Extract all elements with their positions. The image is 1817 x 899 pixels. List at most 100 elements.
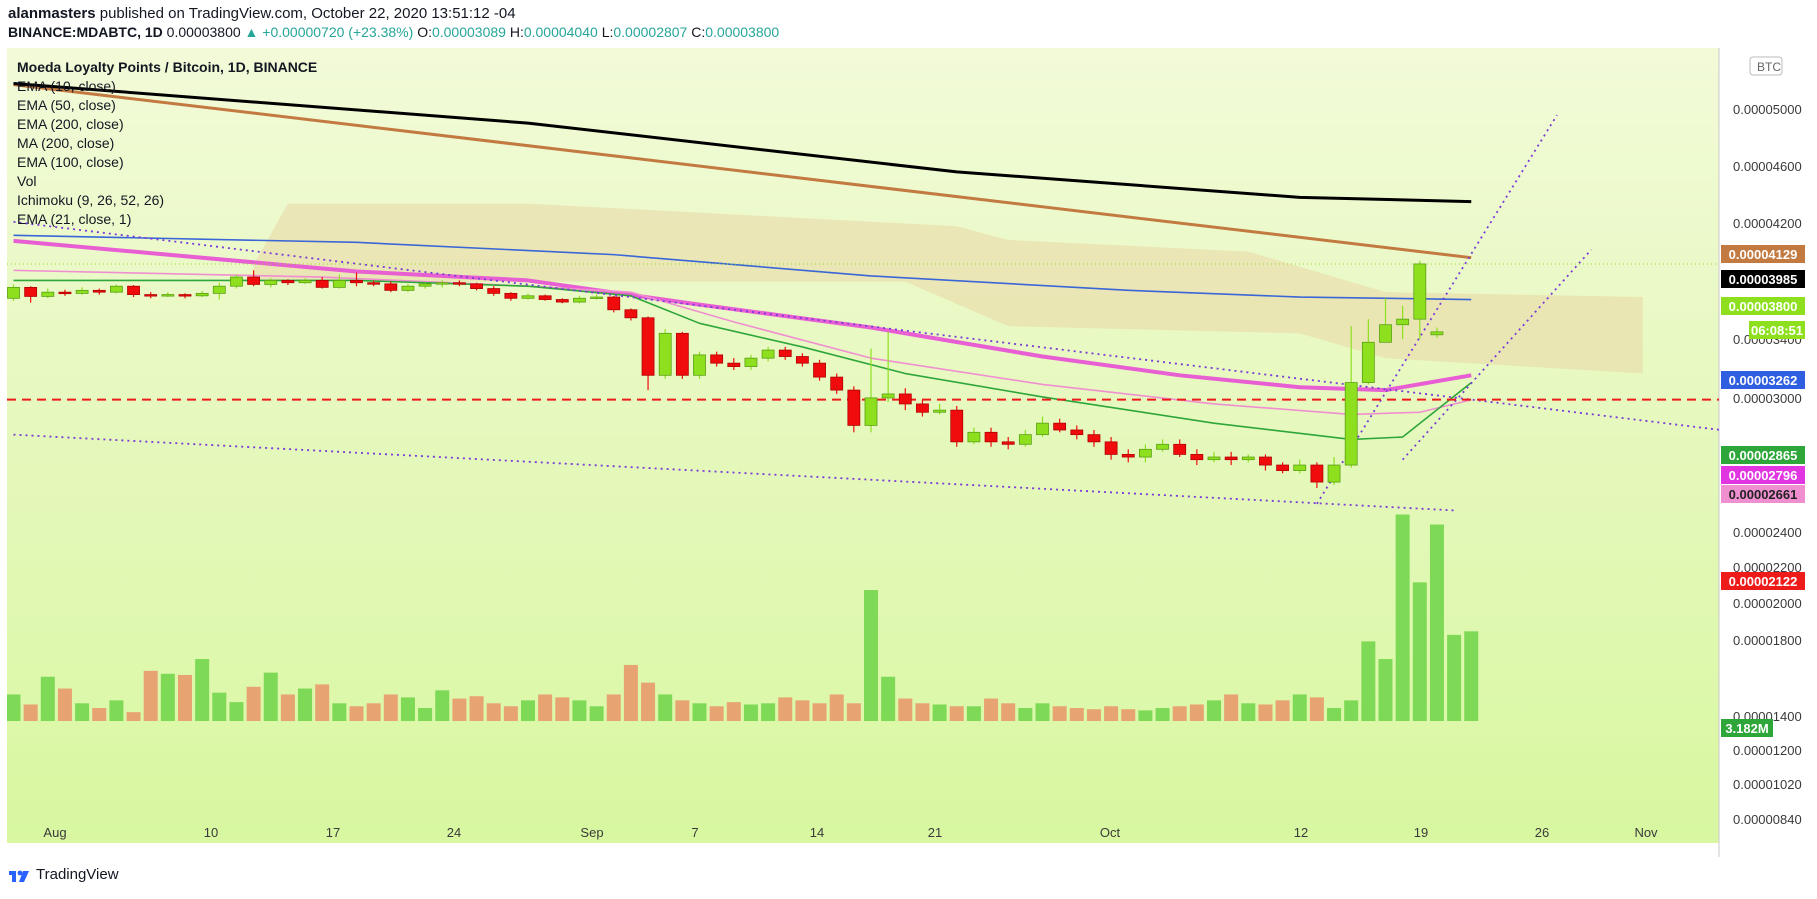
candle-body	[761, 349, 775, 359]
volume-bar	[1121, 709, 1136, 721]
time-tick-label: 12	[1294, 825, 1308, 840]
candle-body	[1121, 454, 1135, 458]
volume-bar	[1052, 706, 1067, 721]
volume-bar	[349, 706, 364, 721]
last-price: 0.00003800	[166, 24, 241, 40]
volume-bar	[1447, 634, 1462, 721]
candle-body	[1070, 429, 1084, 436]
legend-item: EMA (100, close)	[17, 154, 124, 170]
volume-bar	[126, 712, 141, 721]
volume-bar	[623, 664, 638, 721]
price-tick-label: 0.00002400	[1733, 525, 1802, 540]
candle-body	[727, 362, 741, 367]
candle-body	[1018, 434, 1032, 445]
candle-body	[1207, 456, 1221, 461]
volume-bar	[1344, 700, 1359, 721]
time-tick-label: 24	[447, 825, 461, 840]
volume-bar	[1155, 708, 1170, 721]
candle-body	[778, 349, 792, 357]
publisher-name[interactable]: alanmasters	[8, 5, 96, 22]
volume-bar	[641, 682, 656, 721]
candle-body	[1430, 331, 1444, 336]
low-value: 0.00002807	[613, 24, 688, 40]
price-tick-label: 0.00000840	[1733, 812, 1802, 827]
candle-body	[1139, 448, 1152, 458]
price-chart[interactable]: 0.00005000 0.00004600 0.00004200 0.00003800…	[7, 48, 1817, 857]
candle-body	[504, 292, 518, 299]
volume-bar	[761, 703, 776, 721]
candle-body	[624, 309, 638, 319]
volume-bar	[1292, 694, 1307, 721]
volume-bar	[829, 694, 844, 721]
volume-bar	[1395, 514, 1410, 721]
price-badge	[1721, 297, 1805, 315]
volume-bar	[1429, 524, 1444, 721]
volume-bar	[864, 590, 878, 721]
price-badge-label: 0.00003800	[1729, 299, 1798, 314]
candle-body	[92, 289, 106, 293]
price-badge	[1721, 572, 1805, 590]
volume-bar	[709, 706, 724, 721]
candle-body	[127, 285, 140, 295]
publish-header: alanmasters published on TradingView.com…	[8, 5, 516, 22]
open-label: O:	[417, 24, 432, 40]
time-tick-label: Oct	[1100, 825, 1121, 840]
legend-item: Vol	[17, 173, 36, 189]
chart-area[interactable]: 0.00005000 0.00004600 0.00004200 0.00003800…	[7, 48, 1817, 857]
volume-bar	[143, 670, 158, 721]
legend: Moeda Loyalty Points / Bitcoin, 1D, BINA…	[17, 59, 317, 227]
candle-body	[898, 393, 912, 405]
volume-bar	[1258, 704, 1273, 721]
price-tick-label: 0.00005000	[1733, 102, 1802, 117]
volume-bar	[658, 694, 673, 721]
candle-body	[1173, 443, 1187, 455]
ema50-line	[13, 238, 1472, 393]
legend-item: EMA (200, close)	[17, 116, 124, 132]
price-badge-label: 3.182M	[1725, 721, 1768, 736]
candle-body	[1310, 464, 1324, 483]
open-value: 0.00003089	[431, 24, 506, 40]
candle-body	[1379, 324, 1392, 343]
candle-body	[590, 296, 603, 299]
volume-bar	[1172, 706, 1187, 721]
volume-bar	[1378, 659, 1393, 721]
footer-brand-name: TradingView	[36, 866, 119, 883]
volume-bar	[932, 704, 947, 721]
footer-brand[interactable]: TradingView	[8, 866, 119, 883]
volume-bar	[332, 703, 347, 721]
volume-bar	[572, 700, 587, 721]
candle-body	[933, 409, 946, 413]
candle-body	[1327, 464, 1341, 483]
price-badge-label: 0.00004129	[1729, 247, 1798, 262]
volume-bar	[606, 694, 621, 721]
volume-bar	[212, 692, 227, 721]
candle-body	[487, 288, 501, 294]
time-tick-label: 17	[326, 825, 340, 840]
candle-body	[1241, 456, 1255, 461]
volume-bar	[229, 702, 244, 721]
volume-bar	[1001, 703, 1016, 721]
candle-body	[538, 295, 552, 300]
time-tick-label: 10	[204, 825, 218, 840]
trendline	[13, 433, 1455, 512]
candle-body	[916, 403, 929, 413]
volume-bar	[57, 688, 72, 721]
legend-item: Ichimoku (9, 26, 52, 26)	[17, 192, 164, 208]
volume-bar	[538, 694, 553, 721]
candle-body	[435, 282, 449, 285]
candle-body	[521, 295, 535, 299]
ohlc-header: BINANCE:MDABTC, 1D 0.00003800 ▲ +0.00000…	[8, 24, 779, 40]
price-badge	[1721, 270, 1805, 288]
candle-body	[1156, 443, 1169, 450]
legend-item: EMA (21, close, 1)	[17, 211, 131, 227]
ma200-line	[13, 83, 1472, 260]
candle-body	[1361, 341, 1375, 383]
candle-body	[1224, 456, 1238, 461]
volume-bar	[881, 676, 896, 721]
volume-bar	[521, 700, 535, 721]
candle-body	[24, 286, 38, 297]
time-axis: Aug 10 17 24 Sep 7 14 21 Oct 12 19 26 Nov	[43, 825, 1658, 840]
volume-bar	[812, 703, 827, 721]
volume-bar	[92, 708, 107, 721]
candle-body	[470, 283, 483, 289]
